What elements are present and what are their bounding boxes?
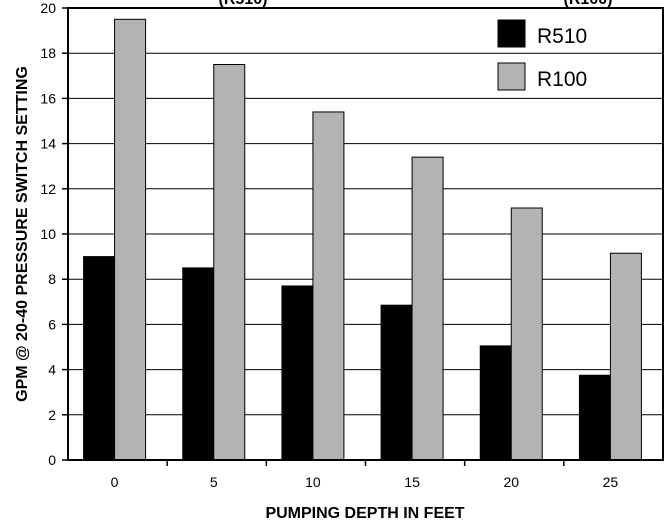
x-tick-label-10: 10 bbox=[305, 474, 321, 490]
y-tick-label-16: 16 bbox=[40, 90, 56, 106]
x-axis-label: PUMPING DEPTH IN FEET bbox=[265, 505, 464, 522]
y-tick-label-2: 2 bbox=[48, 407, 56, 423]
bars bbox=[83, 18, 642, 461]
y-axis-ticks: 0 2 4 6 8 10 12 14 16 18 20 bbox=[40, 0, 68, 468]
bar-r510-15 bbox=[380, 304, 413, 461]
bar-r510-20 bbox=[479, 345, 512, 461]
y-tick-label-4: 4 bbox=[48, 362, 56, 378]
x-tick-label-25: 25 bbox=[603, 474, 619, 490]
x-tick-label-0: 0 bbox=[111, 474, 119, 490]
y-tick-label-20: 20 bbox=[40, 0, 56, 16]
bar-r100-5 bbox=[213, 64, 246, 461]
y-tick-label-12: 12 bbox=[40, 181, 56, 197]
y-tick-label-8: 8 bbox=[48, 271, 56, 287]
gridlines bbox=[68, 52, 663, 416]
bar-r100-15 bbox=[411, 156, 444, 461]
x-tick-label-15: 15 bbox=[404, 474, 420, 490]
x-tick-label-5: 5 bbox=[210, 474, 218, 490]
legend-label-r100: R100 bbox=[537, 68, 587, 91]
bar-r100-0 bbox=[114, 18, 147, 461]
x-tick-label-20: 20 bbox=[503, 474, 519, 490]
y-tick-label-14: 14 bbox=[40, 136, 56, 152]
y-tick-label-0: 0 bbox=[48, 452, 56, 468]
bar-r510-10 bbox=[281, 285, 314, 461]
bar-r510-0 bbox=[83, 256, 116, 461]
bar-r510-5 bbox=[182, 267, 215, 461]
title-fragment-r510: (R510) bbox=[219, 0, 268, 8]
y-tick-label-6: 6 bbox=[48, 316, 56, 332]
legend-label-r510: R510 bbox=[537, 25, 587, 48]
y-axis-label: GPM @ 20-40 PRESSURE SWITCH SETTING bbox=[14, 66, 31, 402]
bar-r510-25 bbox=[578, 374, 611, 461]
title-fragment-r100: (R100) bbox=[564, 0, 613, 8]
bar-r100-20 bbox=[510, 207, 543, 461]
legend-swatch-r100 bbox=[497, 62, 526, 91]
bar-r100-10 bbox=[312, 111, 345, 461]
legend: R510 R100 bbox=[497, 19, 587, 91]
plot-frame bbox=[67, 7, 664, 461]
legend-swatch-r510 bbox=[497, 19, 526, 48]
x-axis-ticks: 0 5 10 15 20 25 bbox=[111, 460, 619, 490]
bar-r100-25 bbox=[609, 252, 642, 461]
y-tick-label-10: 10 bbox=[40, 226, 56, 242]
y-tick-label-18: 18 bbox=[40, 45, 56, 61]
